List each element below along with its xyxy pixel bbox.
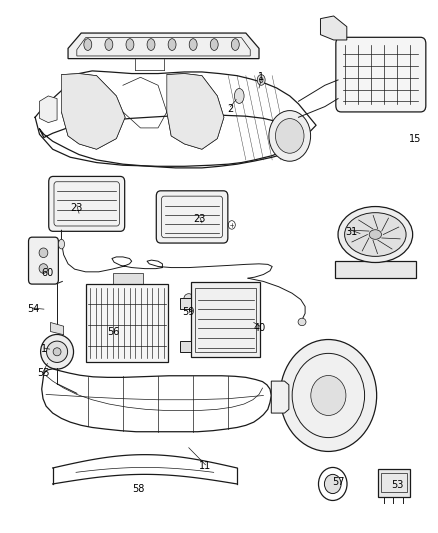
Ellipse shape [126, 39, 134, 51]
Bar [377, 469, 410, 497]
Polygon shape [180, 298, 191, 309]
Text: 58: 58 [132, 484, 144, 494]
Ellipse shape [58, 239, 64, 249]
FancyBboxPatch shape [156, 191, 227, 243]
Ellipse shape [324, 474, 340, 494]
Ellipse shape [184, 294, 193, 303]
Polygon shape [61, 74, 125, 149]
Text: 23: 23 [193, 214, 205, 223]
Text: 1: 1 [258, 72, 264, 82]
Ellipse shape [268, 111, 310, 161]
FancyBboxPatch shape [335, 37, 425, 112]
Text: 53: 53 [390, 480, 403, 490]
Ellipse shape [231, 39, 239, 51]
Ellipse shape [210, 39, 218, 51]
Ellipse shape [275, 119, 303, 154]
Ellipse shape [257, 75, 265, 85]
Text: 56: 56 [107, 327, 119, 336]
Polygon shape [271, 381, 288, 413]
Ellipse shape [53, 348, 61, 356]
Ellipse shape [168, 39, 176, 51]
Text: 23: 23 [71, 203, 83, 213]
Ellipse shape [368, 230, 381, 239]
Ellipse shape [234, 88, 244, 103]
Ellipse shape [344, 213, 405, 256]
Text: 59: 59 [182, 307, 194, 317]
Bar [191, 282, 260, 357]
Polygon shape [166, 74, 223, 149]
Polygon shape [68, 33, 258, 59]
Ellipse shape [39, 248, 48, 257]
Ellipse shape [189, 39, 197, 51]
Ellipse shape [39, 264, 48, 273]
Text: 1: 1 [41, 344, 47, 354]
Ellipse shape [105, 39, 113, 51]
Text: 15: 15 [408, 134, 420, 143]
Bar [85, 284, 168, 362]
Polygon shape [39, 96, 57, 123]
Text: 2: 2 [227, 104, 233, 114]
Text: 57: 57 [331, 478, 343, 487]
FancyBboxPatch shape [49, 176, 124, 231]
Bar [195, 288, 255, 352]
Ellipse shape [337, 206, 412, 263]
Text: 11: 11 [199, 462, 211, 471]
Text: 54: 54 [27, 304, 39, 314]
Polygon shape [180, 341, 191, 352]
Text: 60: 60 [41, 268, 53, 278]
Text: 55: 55 [37, 368, 49, 378]
Ellipse shape [279, 340, 376, 451]
Polygon shape [50, 322, 64, 335]
Ellipse shape [297, 318, 305, 326]
Ellipse shape [46, 341, 67, 362]
Text: 31: 31 [344, 227, 357, 237]
Ellipse shape [147, 39, 155, 51]
Ellipse shape [40, 335, 74, 369]
Polygon shape [320, 16, 346, 40]
FancyBboxPatch shape [28, 237, 58, 284]
Ellipse shape [84, 39, 92, 51]
Ellipse shape [310, 375, 345, 416]
Bar [334, 261, 415, 278]
Text: 40: 40 [253, 323, 265, 333]
Bar [113, 273, 143, 288]
Bar [380, 473, 406, 492]
